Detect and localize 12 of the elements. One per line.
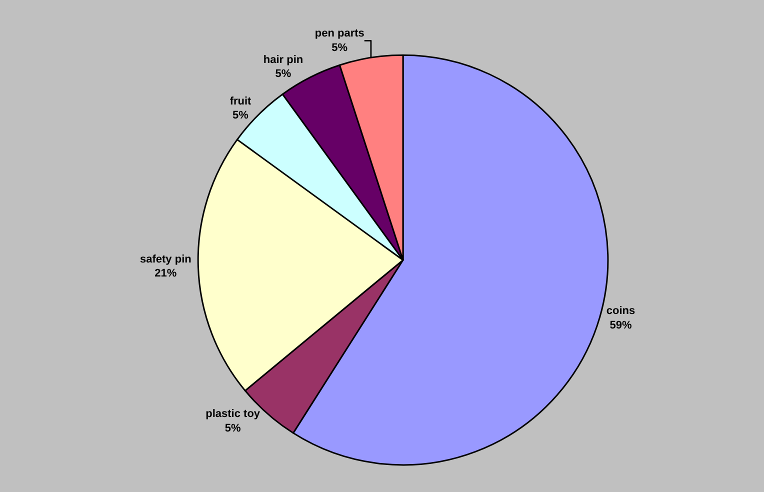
slice-label: coins [606,305,636,318]
data-label: 59% [610,319,632,332]
data-label: 5% [224,422,241,434]
slice-label: safety pin [140,253,192,266]
slice-label: hair pin [263,54,304,66]
slice-label: pen parts [314,28,364,40]
slice-label: plastic toy [206,408,261,420]
data-label: 21% [154,268,177,280]
data-label: 5% [275,68,292,80]
data-label: 5% [232,110,249,122]
data-label: 5% [332,42,348,54]
slice-label: fruit [230,95,252,108]
